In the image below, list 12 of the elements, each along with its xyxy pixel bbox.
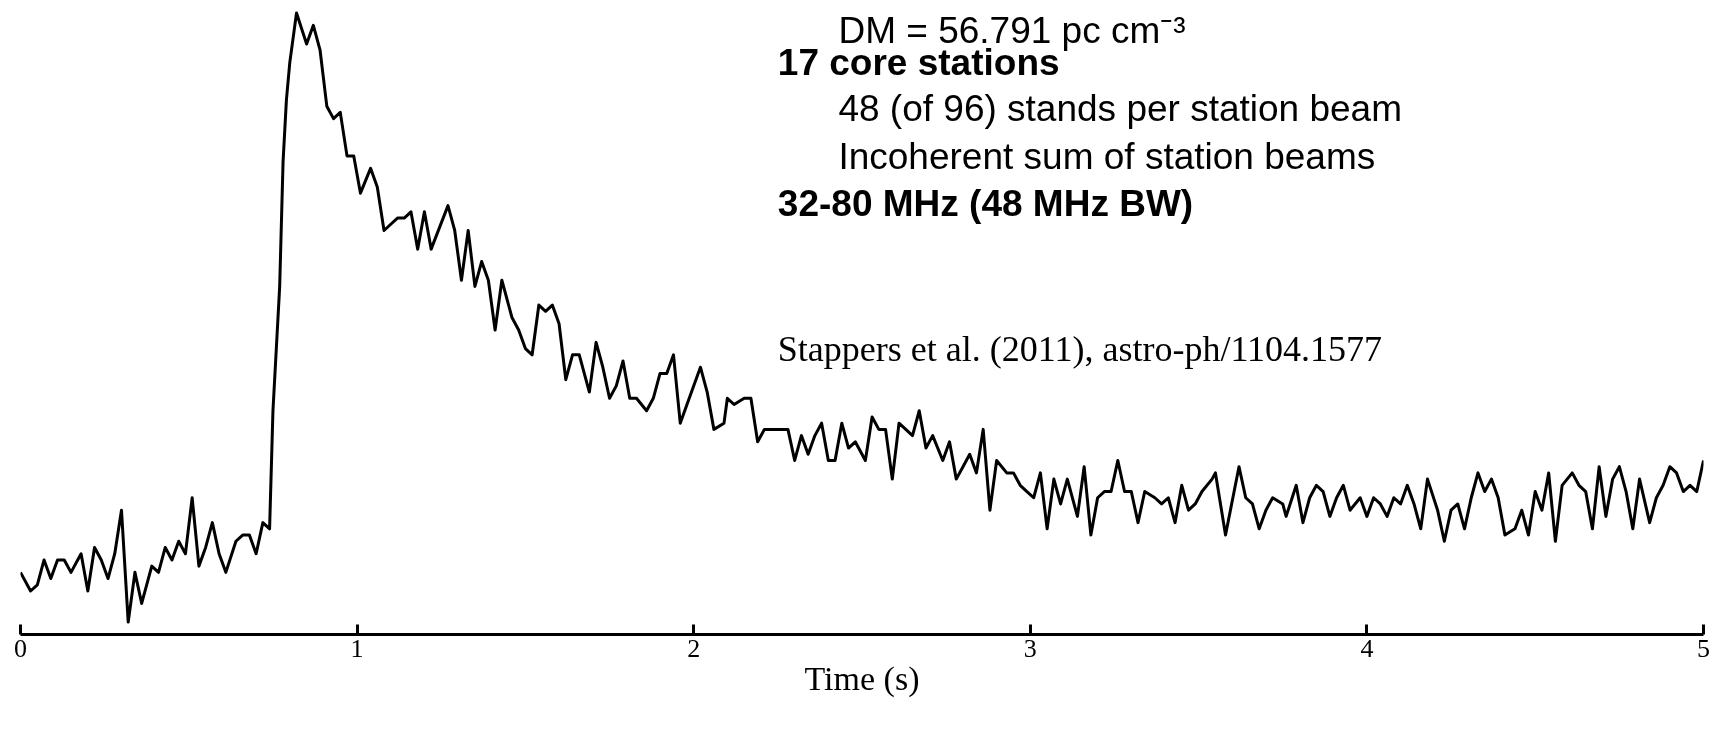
annotation: Stappers et al. (2011), astro-ph/1104.1577 [777,328,1383,369]
annotation: 17 core stations [777,42,1060,83]
x-tick-label: 5 [1697,633,1710,663]
x-tick-label: 1 [350,633,364,663]
annotation: Incoherent sum of station beams [838,136,1376,177]
x-axis-title: Time (s) [804,659,920,698]
x-tick-label: 3 [1023,633,1037,663]
x-tick-label: 0 [14,633,27,663]
x-tick-label: 4 [1360,633,1374,663]
x-tick-label: 2 [687,633,701,663]
annotation: 48 (of 96) stands per station beam [838,88,1402,129]
annotation: 32-80 MHz (48 MHz BW) [777,183,1194,224]
